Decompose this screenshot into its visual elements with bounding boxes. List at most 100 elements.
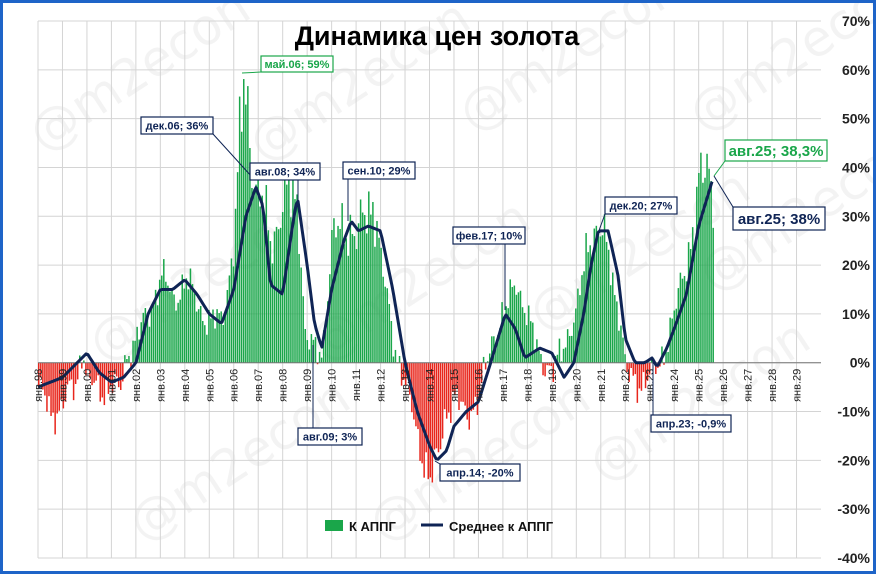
y-axis: -40% -30% -20% -10% 0% 10% 20% 30% 40% 50% 60% 70% — [837, 13, 870, 566]
bar — [556, 354, 559, 363]
bar — [398, 356, 401, 363]
bar — [655, 362, 657, 375]
bar — [642, 362, 645, 373]
x-tick-label: янв.14 — [425, 369, 437, 402]
bar — [687, 242, 690, 363]
bar — [429, 362, 432, 478]
bar — [226, 290, 229, 363]
bar — [144, 308, 147, 363]
y-tick-label: 40% — [842, 159, 871, 175]
bar — [253, 188, 255, 363]
bar — [48, 362, 50, 397]
bar — [306, 340, 309, 363]
bar — [62, 362, 65, 409]
x-tick-label: янв.28 — [767, 369, 779, 402]
bar — [117, 362, 120, 388]
bar — [441, 362, 444, 439]
bar — [74, 362, 77, 384]
bar — [105, 362, 108, 380]
x-tick-label: янв.98 — [33, 369, 45, 402]
bar — [634, 362, 637, 375]
bar — [42, 362, 44, 390]
bar — [265, 185, 268, 363]
bar — [148, 326, 151, 363]
bar — [702, 182, 704, 363]
x-tick-label: янв.21 — [596, 369, 608, 402]
bar — [460, 362, 462, 402]
x-tick-label: янв.16 — [473, 369, 485, 402]
bar — [337, 225, 339, 363]
bar — [109, 362, 112, 387]
bar — [648, 362, 651, 375]
bar — [466, 362, 468, 420]
bar — [698, 172, 700, 363]
annotation-box — [452, 226, 526, 245]
line-series — [37, 181, 714, 461]
annotation-label: апр.14; -20% — [446, 468, 513, 480]
bar — [421, 362, 423, 464]
bar — [644, 362, 647, 389]
annotation-label: авг.08; 34% — [255, 167, 316, 179]
bar — [704, 177, 706, 363]
annotation-box — [724, 139, 828, 162]
bar — [694, 244, 696, 363]
bar — [46, 362, 48, 412]
bar — [517, 292, 520, 363]
bar — [308, 349, 311, 363]
bar — [353, 236, 356, 363]
x-axis: янв.98 янв.99 янв.00 янв.01 янв.02 янв.03 янв.… — [33, 369, 804, 402]
bar — [626, 362, 628, 372]
bar — [384, 286, 386, 363]
bar — [374, 246, 376, 363]
bar — [562, 348, 565, 363]
bar — [546, 362, 548, 366]
bar — [521, 307, 524, 363]
bar — [161, 275, 163, 363]
bar — [238, 96, 241, 363]
bar — [83, 360, 85, 363]
bar — [601, 235, 604, 363]
bar — [558, 338, 561, 363]
x-tick-label: янв.27 — [743, 369, 755, 402]
bar — [339, 228, 341, 363]
bar — [523, 312, 526, 363]
x-tick-label: янв.06 — [229, 369, 241, 402]
bar — [363, 215, 366, 363]
x-tick-label: янв.04 — [180, 369, 192, 402]
bar — [329, 274, 331, 363]
annotation-label: май.06; 59% — [265, 59, 330, 71]
bar — [44, 362, 46, 396]
bar — [349, 214, 352, 363]
bar — [273, 231, 276, 363]
bar — [204, 325, 206, 363]
bar — [525, 325, 528, 363]
bar — [185, 278, 188, 363]
bar — [163, 259, 165, 363]
bar — [419, 362, 421, 461]
bar — [279, 227, 282, 363]
bar — [527, 305, 530, 363]
x-tick-label: янв.09 — [302, 369, 314, 402]
x-tick-label: янв.20 — [571, 369, 583, 402]
bar — [64, 362, 67, 402]
bar — [208, 310, 210, 363]
bar — [318, 351, 321, 363]
bar — [548, 362, 550, 366]
bar — [542, 362, 544, 376]
annotation-callout: май.06; 59% — [241, 55, 334, 74]
x-tick-label: янв.26 — [718, 369, 730, 402]
bar — [544, 362, 546, 377]
bar — [452, 362, 454, 392]
bar — [132, 340, 134, 363]
annotation-callout: сен.10; 29% — [342, 161, 416, 221]
annotation-box — [439, 463, 521, 482]
x-tick-label: янв.13 — [400, 369, 412, 402]
bar — [89, 362, 91, 378]
bar — [591, 262, 593, 363]
bar — [288, 179, 290, 363]
bar — [708, 168, 710, 363]
bar — [550, 362, 552, 367]
bar — [499, 328, 501, 363]
bar — [667, 351, 669, 363]
